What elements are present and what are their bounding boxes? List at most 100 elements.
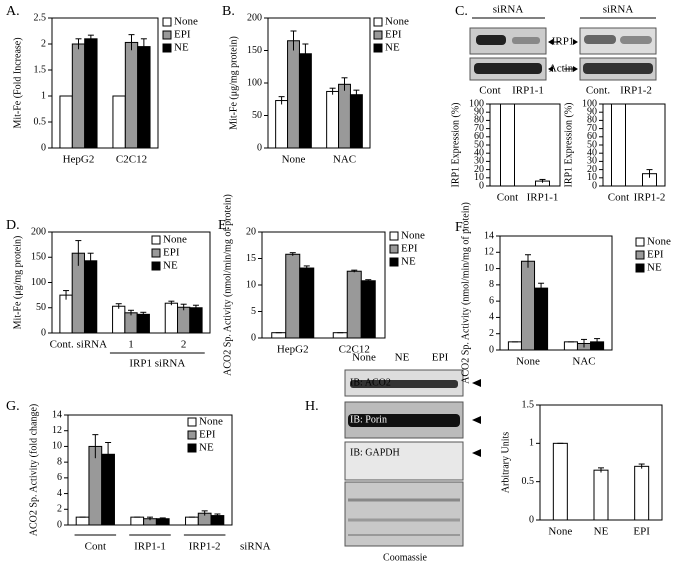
bar [299,267,315,339]
y-tick-label: 4 [57,488,62,499]
legend-swatch [187,430,197,440]
blot-band [350,380,458,388]
y-tick-label: 0 [489,344,494,355]
panel-label: A. [6,4,20,19]
bar [112,95,126,149]
bar [59,294,73,334]
bar [634,465,650,521]
band-label: IB: Porin [350,414,387,425]
y-tick-label: 12 [52,425,62,436]
y-tick-label: 1.5 [34,64,47,75]
x-tick-label: C2C12 [339,344,370,356]
y-tick-label: 1 [529,438,534,449]
bar [177,306,191,334]
bar [552,442,568,521]
legend-label: None [199,416,223,428]
legend-swatch [635,250,645,260]
y-tick-label: 10 [474,172,484,183]
blot-band [620,36,652,44]
blot-c: siRNA siRNA IRP1 Actin Cont IRP1-1 Cont.… [469,4,657,97]
bar [130,516,145,526]
y-tick-label: 2 [57,504,62,515]
bar [83,260,98,334]
panel-label: B. [222,4,235,19]
bar [155,518,170,526]
bar [189,307,203,334]
x-tick-label: IRP1-2 [189,541,221,553]
x-tick-label: None [282,154,306,166]
bar [593,469,609,521]
legend-swatch [151,261,161,271]
y-tick-label: 70 [474,123,484,134]
y-tick-label: 150 [31,252,46,263]
band-label: IB: ACO2 [350,377,391,388]
plot-frame [51,17,159,149]
bar [137,46,151,149]
arrow-head [472,449,481,457]
blot-band [348,414,460,427]
y-tick-label: 0 [592,180,597,191]
bar [500,103,515,187]
legend-swatch [162,30,172,40]
panel-label: E. [218,218,230,233]
band-label: Actin [549,63,574,75]
bar [611,103,626,187]
y-tick-label: 14 [484,230,494,241]
bar [349,94,363,149]
y-tick-label: 8 [57,456,62,467]
bar [332,332,348,339]
legend-label: None [163,234,187,246]
bar [275,100,289,149]
legend-swatch [389,257,399,267]
arrow-head [548,66,553,72]
bar [59,95,73,149]
y-tick-label: 1 [41,90,46,101]
arrow-head [573,66,578,72]
legend-label: NE [199,442,214,454]
legend-swatch [373,17,383,27]
y-tick-label: 50 [474,139,484,150]
y-tick-label: 0 [479,180,484,191]
legend-label: None [401,230,425,242]
lane-label: IRP1-2 [620,85,652,97]
y-tick-label: 40 [474,147,484,158]
y-tick-label: 30 [474,156,484,167]
y-tick-label: 0 [57,519,62,530]
y-tick-label: 8 [489,279,494,290]
y-axis-label: IRP1 Expression (%) [563,103,574,188]
bar [534,287,549,351]
x-tick-label: IRP1-2 [634,192,666,204]
y-tick-label: 6 [57,472,62,483]
bar [563,341,578,351]
panel-label: G. [6,399,20,414]
bar [360,280,376,339]
arrow-head [472,416,481,424]
y-tick-label: 2 [489,328,494,339]
y-tick-label: 50 [36,302,46,313]
legend-label: NE [174,42,189,54]
y-tick-label: 200 [247,12,262,23]
y-tick-label: 100 [31,277,46,288]
y-tick-label: 15 [246,253,256,264]
plot-frame [499,235,613,351]
bar [185,516,199,526]
bar [164,302,179,334]
legend-swatch [162,17,172,27]
y-tick-label: 0.5 [34,116,47,127]
x-tick-label: None [516,356,540,368]
lane-label: None [352,352,376,364]
y-axis-label: IRP1 Expression (%) [450,103,461,188]
arrow-head [472,379,481,387]
y-tick-label: 10 [587,172,597,183]
lane-label: Cont [479,85,500,97]
y-tick-label: 60 [474,131,484,142]
x-tick-label: EPI [633,526,650,538]
y-tick-label: 40 [587,147,597,158]
legend-swatch [635,237,645,247]
y-axis-label: Arbitrary Units [500,432,511,493]
group-label: siRNA [240,541,271,553]
y-tick-label: 30 [587,156,597,167]
panel-label: H. [305,399,319,414]
x-tick-label: IRP1-1 [134,541,166,553]
